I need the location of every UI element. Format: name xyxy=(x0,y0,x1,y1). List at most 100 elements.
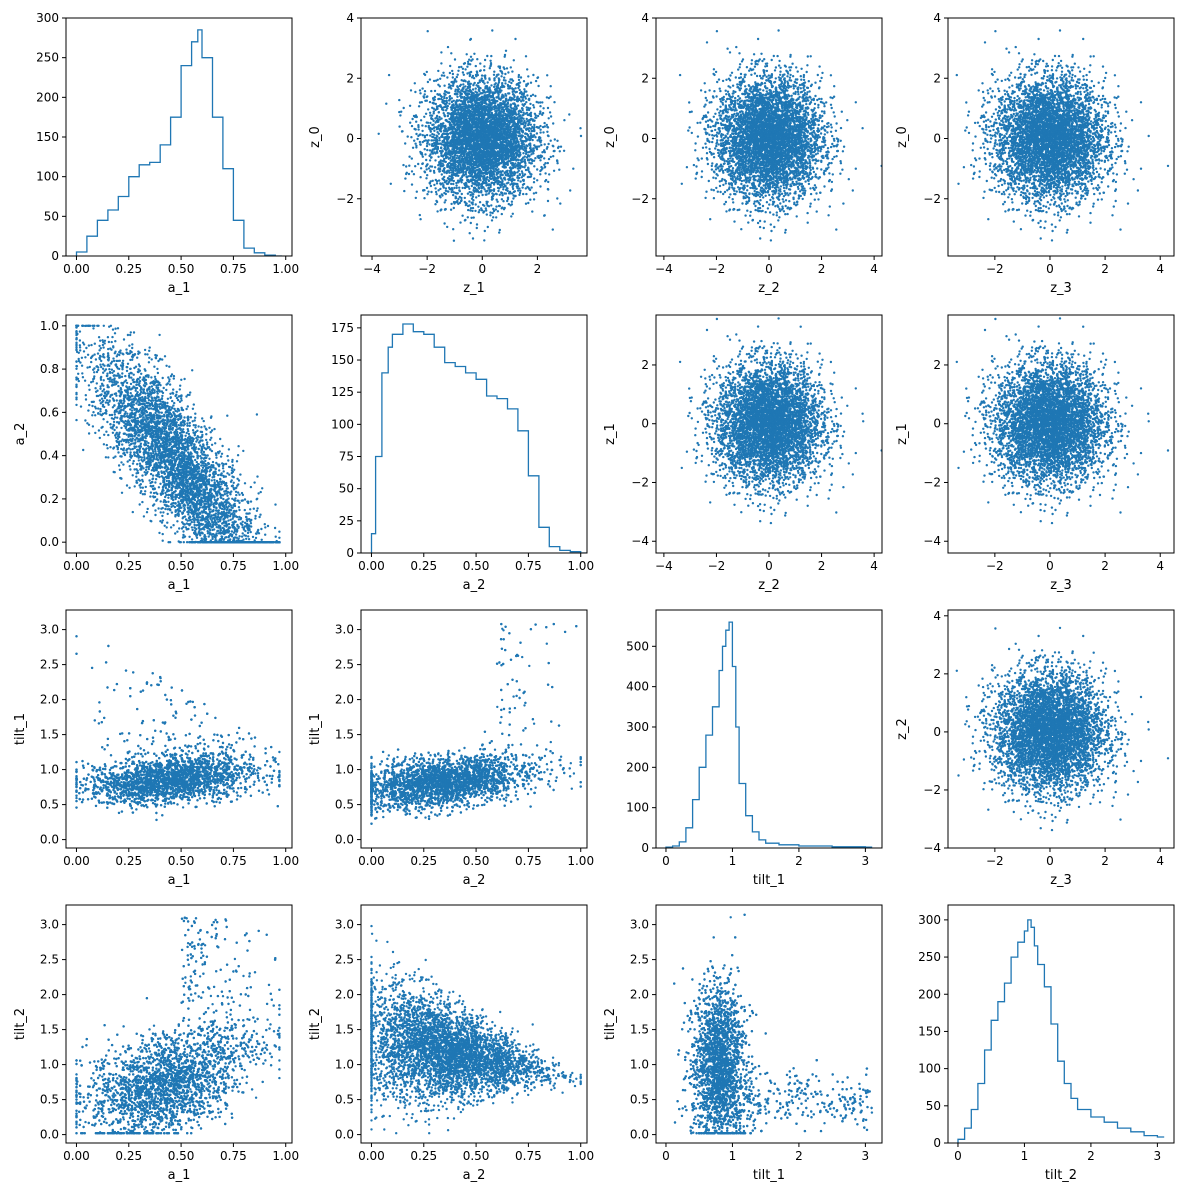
scatter-point xyxy=(453,173,456,177)
scatter-point xyxy=(517,161,520,164)
scatter-point xyxy=(508,92,511,95)
scatter-point xyxy=(524,164,527,167)
scatter-point xyxy=(463,126,466,129)
scatter-point xyxy=(443,136,446,139)
scatter-point xyxy=(487,112,491,115)
scatter-point xyxy=(494,112,497,116)
scatter-point xyxy=(423,197,426,200)
scatter-point xyxy=(485,120,488,124)
scatter-point xyxy=(542,107,545,110)
scatter-point xyxy=(448,166,452,169)
scatter-point xyxy=(480,191,483,194)
scatter-point xyxy=(524,55,528,58)
scatter-point xyxy=(516,176,519,179)
scatter-point xyxy=(539,139,543,142)
scatter-point xyxy=(435,134,438,137)
scatter-point xyxy=(497,106,500,109)
scatter-point xyxy=(489,62,493,65)
scatter-point xyxy=(468,187,471,190)
scatter-point xyxy=(496,84,500,87)
scatter-point xyxy=(543,121,546,125)
scatter-point xyxy=(500,125,504,129)
scatter-point xyxy=(478,79,481,82)
scatter-point xyxy=(462,142,465,146)
scatter-point xyxy=(507,87,510,90)
scatter-point xyxy=(531,210,534,213)
scatter-point xyxy=(529,175,533,178)
scatter-point xyxy=(503,177,506,180)
scatter-point xyxy=(547,188,550,191)
scatter-point xyxy=(527,186,530,190)
scatter-point xyxy=(529,137,532,140)
scatter-point xyxy=(455,99,459,102)
scatter-point xyxy=(400,130,404,133)
scatter-point xyxy=(480,161,483,164)
scatter-point xyxy=(433,139,437,142)
scatter-point xyxy=(509,152,512,155)
scatter-point xyxy=(506,139,510,142)
scatter-point xyxy=(493,120,496,123)
scatter-point xyxy=(484,109,487,112)
scatter-point xyxy=(451,155,454,158)
scatter-point xyxy=(463,200,466,204)
y-tick-label: 150 xyxy=(36,130,59,144)
scatter-point xyxy=(443,92,446,95)
scatter-point xyxy=(525,83,529,86)
scatter-point xyxy=(509,145,512,149)
scatter-point xyxy=(476,58,479,61)
scatter-point xyxy=(437,120,440,123)
scatter-point xyxy=(411,146,415,149)
scatter-point xyxy=(562,149,566,152)
scatter-point xyxy=(499,185,502,189)
scatter-point xyxy=(520,93,524,96)
scatter-point xyxy=(470,155,473,158)
scatter-point xyxy=(514,157,517,161)
scatter-point xyxy=(549,85,552,88)
scatter-point xyxy=(532,149,536,152)
scatter-point xyxy=(471,124,474,128)
scatter-point xyxy=(464,124,467,128)
scatter-point xyxy=(467,208,470,212)
scatter-point xyxy=(502,114,505,117)
scatter-point xyxy=(443,74,446,77)
scatter-point xyxy=(518,191,522,195)
scatter-point xyxy=(462,79,465,83)
scatter-point xyxy=(429,184,433,188)
scatter-point xyxy=(543,151,546,154)
scatter-point xyxy=(456,174,459,177)
scatter-point xyxy=(470,93,473,97)
scatter-point xyxy=(498,112,501,115)
scatter-point xyxy=(500,122,503,126)
scatter-point xyxy=(492,193,496,196)
scatter-point xyxy=(456,125,460,129)
scatter-point xyxy=(455,149,458,153)
scatter-point xyxy=(440,152,443,155)
scatter-point xyxy=(502,123,506,127)
scatter-point xyxy=(458,120,461,124)
scatter-point xyxy=(425,158,428,162)
scatter-point xyxy=(463,165,466,168)
scatter-point xyxy=(442,186,445,189)
scatter-point xyxy=(441,108,444,111)
scatter-point xyxy=(525,108,529,112)
scatter-point xyxy=(511,137,515,141)
scatter-point xyxy=(486,54,489,58)
scatter-point xyxy=(495,119,498,122)
scatter-point xyxy=(553,138,556,141)
scatter-point xyxy=(453,150,456,154)
scatter-point xyxy=(511,146,515,149)
scatter-point xyxy=(518,173,521,176)
x-tick-label: 0.50 xyxy=(168,262,195,276)
scatter-point xyxy=(483,239,486,242)
scatter-point xyxy=(478,119,482,122)
scatter-point xyxy=(529,94,533,98)
scatter-point xyxy=(529,113,532,116)
scatter-point xyxy=(515,154,519,157)
scatter-point xyxy=(425,165,428,168)
scatter-point xyxy=(532,104,535,107)
scatter-point xyxy=(434,117,437,120)
scatter-point xyxy=(510,119,513,123)
scatter-point xyxy=(497,172,500,175)
scatter-point xyxy=(433,129,436,132)
scatter-point xyxy=(519,153,522,156)
